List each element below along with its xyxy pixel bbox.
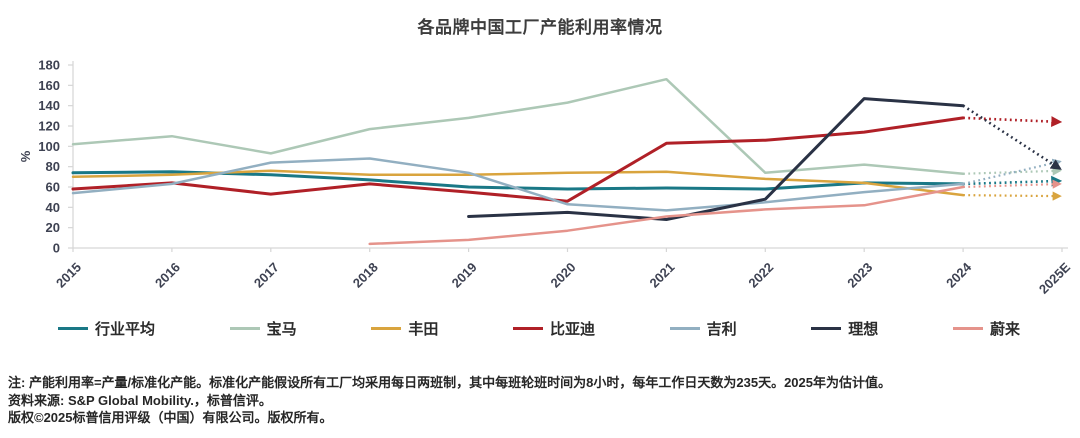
footnote-source: 资料来源: S&P Global Mobility.，标普信评。 xyxy=(8,392,272,408)
series-estimate-行业平均 xyxy=(963,175,1063,187)
series-line-比亚迪 xyxy=(71,116,965,203)
legend-item-比亚迪: 比亚迪 xyxy=(512,318,595,339)
legend-label: 吉利 xyxy=(706,320,737,338)
legend-item-吉利: 吉利 xyxy=(669,318,737,339)
y-axis-label: % xyxy=(18,150,33,162)
legend-swatch-理想 xyxy=(811,326,842,330)
legend-item-行业平均: 行业平均 xyxy=(58,318,155,339)
chart-footnotes: 注: 产能利用率=产量/标准化产能。标准化产能假设所有工厂均采用每日两班制，其中… xyxy=(8,374,1072,427)
series-line-宝马 xyxy=(71,77,965,176)
legend-swatch-蔚来 xyxy=(952,326,983,330)
x-tick-label: 2022 xyxy=(745,260,776,291)
series-比亚迪 xyxy=(71,116,1063,203)
series-蔚来 xyxy=(368,179,1062,246)
series-estimate-比亚迪 xyxy=(963,116,1063,128)
y-tick-label: 0 xyxy=(53,241,60,256)
x-tick-label: 2015 xyxy=(53,260,84,291)
series-estimate-吉利 xyxy=(962,158,1062,186)
y-tick-label: 160 xyxy=(38,78,60,93)
x-tick-label: 2024 xyxy=(943,259,975,291)
legend-label: 蔚来 xyxy=(989,320,1020,338)
x-tick-label: 2020 xyxy=(548,260,579,291)
legend-label: 理想 xyxy=(848,320,879,338)
x-tick-label: 2019 xyxy=(449,260,480,291)
x-tick-label: 2023 xyxy=(844,260,875,291)
legend-label: 比亚迪 xyxy=(549,320,595,338)
legend-swatch-吉利 xyxy=(669,326,700,330)
y-tick-label: 100 xyxy=(38,139,60,154)
series-estimate-宝马 xyxy=(963,166,1062,176)
y-tick-label: 180 xyxy=(38,58,60,73)
legend-item-蔚来: 蔚来 xyxy=(952,318,1020,339)
y-tick-label: 80 xyxy=(46,159,60,174)
series-理想 xyxy=(467,97,1062,221)
x-tick-label: 2017 xyxy=(251,260,282,291)
series-line-丰田 xyxy=(71,169,965,197)
y-tick-label: 40 xyxy=(46,200,60,215)
legend-swatch-比亚迪 xyxy=(512,326,543,330)
y-tick-label: 60 xyxy=(46,180,60,195)
series-line-吉利 xyxy=(71,157,965,212)
series-line-理想 xyxy=(467,97,965,221)
y-tick-label: 120 xyxy=(38,119,60,134)
legend-item-宝马: 宝马 xyxy=(229,318,297,339)
legend-item-丰田: 丰田 xyxy=(371,318,438,339)
chart-legend: 行业平均 宝马 丰田 比亚迪 吉利 理想 蔚来 xyxy=(0,313,1080,343)
series-line-蔚来 xyxy=(368,185,965,246)
chart-title: 各品牌中国工厂产能利用率情况 xyxy=(417,18,663,37)
footnote-copyright: 版权©2025标普信用评级（中国）有限公司。版权所有。 xyxy=(8,410,333,425)
y-tick-label: 140 xyxy=(38,98,60,113)
legend-label: 行业平均 xyxy=(95,320,156,338)
x-tick-label: 2025E xyxy=(1036,259,1073,296)
legend-label: 丰田 xyxy=(408,320,439,338)
legend-label: 宝马 xyxy=(266,320,297,338)
x-tick-label: 2016 xyxy=(152,260,183,291)
legend-swatch-丰田 xyxy=(371,326,402,330)
series-estimate-理想 xyxy=(962,104,1062,170)
legend-swatch-行业平均 xyxy=(58,326,88,330)
legend-item-理想: 理想 xyxy=(811,318,878,339)
series-吉利 xyxy=(71,157,1062,212)
axes: 0 20 40 60 80 100 120 140 160 180 2015 2016 2017 2018… xyxy=(18,58,1073,297)
footnote-note: 注: 产能利用率=产量/标准化产能。标准化产能假设所有工厂均采用每日两班制，其中… xyxy=(8,375,891,390)
x-tick-label: 2021 xyxy=(646,260,677,291)
x-tick-label: 2018 xyxy=(350,260,381,291)
capacity-utilization-line-chart: 0 20 40 60 80 100 120 140 160 180 2015 2016 2017 2018… xyxy=(18,58,1073,297)
series-estimate-蔚来 xyxy=(963,179,1062,189)
y-tick-label: 20 xyxy=(46,220,60,235)
legend-swatch-宝马 xyxy=(229,326,260,330)
series-宝马 xyxy=(71,77,1062,176)
series-estimate-丰田 xyxy=(963,191,1062,201)
